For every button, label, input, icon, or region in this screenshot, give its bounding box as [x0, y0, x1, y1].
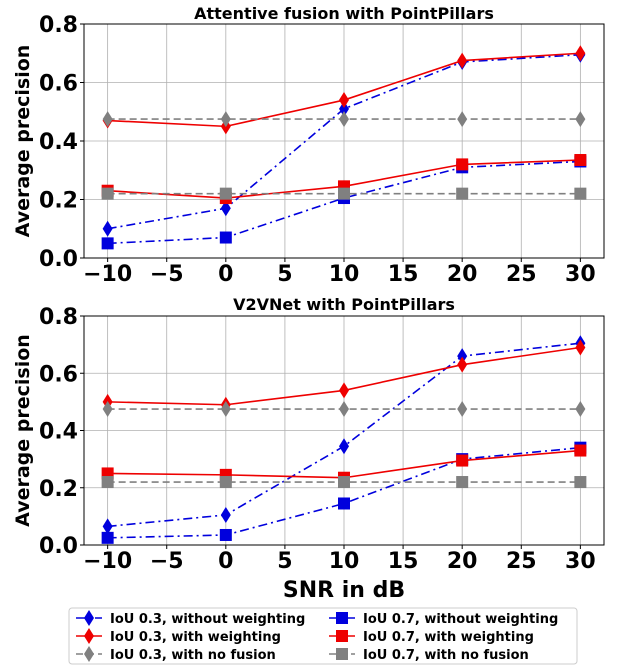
data-point — [102, 518, 113, 535]
data-point — [456, 158, 469, 171]
data-point — [220, 401, 231, 418]
data-point — [220, 506, 231, 523]
y-tick-label: 0.4 — [39, 130, 78, 155]
data-point — [575, 401, 586, 418]
legend-item: IoU 0.7, with weighting — [329, 630, 534, 645]
data-point — [338, 187, 350, 200]
data-point — [102, 401, 113, 418]
data-point — [102, 220, 113, 237]
data-point — [339, 100, 349, 117]
series-line — [107, 446, 581, 539]
x-tick-label: 5 — [277, 549, 292, 574]
legend-item: IoU 0.7, with no fusion — [329, 648, 529, 663]
data-point — [456, 187, 469, 200]
x-tick-label: 15 — [388, 549, 419, 574]
data-point — [338, 476, 350, 489]
y-tick-label: 0.8 — [39, 13, 78, 38]
x-tick-label: −5 — [150, 549, 184, 574]
data-point — [456, 454, 469, 467]
y-tick-label: 0.6 — [39, 362, 78, 387]
data-point — [339, 92, 349, 109]
data-point — [219, 231, 232, 244]
data-point — [102, 111, 113, 128]
legend-item: IoU 0.3, without weighting — [76, 610, 305, 627]
y-tick-label: 0.0 — [39, 247, 78, 272]
data-point — [575, 339, 586, 356]
legend-box — [68, 607, 578, 665]
legend-label: IoU 0.7, with weighting — [363, 630, 534, 645]
y-axis-label: Average precision — [12, 334, 34, 527]
x-axis-label: SNR in dB — [283, 578, 405, 603]
data-point — [574, 154, 587, 167]
data-point — [101, 476, 114, 489]
data-point — [457, 348, 468, 365]
data-point — [339, 111, 349, 128]
data-point — [101, 237, 114, 250]
legend-marker — [336, 612, 348, 624]
data-point — [457, 52, 468, 69]
x-tick-label: 5 — [277, 262, 292, 287]
x-tick-label: 10 — [329, 549, 360, 574]
chart-panel-1: 0.0 0.2 0.4 0.6 0.8 −10 −5 0 5 10 15 20 25 30 Attentiv… — [12, 4, 605, 287]
data-point — [219, 528, 232, 541]
legend-marker — [336, 648, 348, 660]
y-tick-label: 0.2 — [39, 189, 78, 214]
data-point — [575, 45, 586, 62]
data-point — [338, 497, 350, 510]
y-tick-label: 0.4 — [39, 420, 78, 445]
legend-label: IoU 0.3, with weighting — [110, 630, 281, 645]
data-point — [219, 187, 232, 200]
legend: IoU 0.3, without weighting IoU 0.7, witho… — [68, 607, 578, 665]
data-point — [574, 187, 587, 200]
data-point — [457, 111, 468, 128]
legend-item: IoU 0.3, with weighting — [76, 628, 281, 645]
x-tick-label: 0 — [218, 549, 233, 574]
data-point — [574, 444, 587, 457]
legend-label: IoU 0.3, with no fusion — [110, 648, 276, 663]
x-tick-label: 15 — [388, 262, 419, 287]
data-point — [339, 438, 349, 455]
y-tick-label: 0.2 — [39, 477, 78, 502]
x-tick-label: 25 — [506, 549, 537, 574]
x-tick-label: −10 — [83, 262, 132, 287]
legend-marker — [336, 630, 348, 642]
x-tick-label: 25 — [506, 262, 537, 287]
data-point — [574, 476, 587, 489]
data-point — [101, 531, 114, 544]
chart-title: Attentive fusion with PointPillars — [194, 4, 494, 23]
data-point — [339, 401, 349, 418]
y-tick-label: 0.0 — [39, 534, 78, 559]
x-tick-label: 20 — [447, 262, 478, 287]
x-tick-label: −5 — [150, 262, 184, 287]
y-tick-label: 0.6 — [39, 72, 78, 97]
legend-marker — [84, 610, 94, 626]
data-point — [456, 476, 469, 489]
x-tick-label: 30 — [565, 549, 596, 574]
legend-label: IoU 0.3, without weighting — [110, 612, 305, 627]
data-point — [457, 401, 468, 418]
legend-label: IoU 0.7, with no fusion — [363, 648, 529, 663]
y-tick-label: 0.8 — [39, 305, 78, 330]
data-point — [220, 200, 231, 217]
x-tick-label: 0 — [218, 262, 233, 287]
x-tick-label: 10 — [329, 262, 360, 287]
data-point — [339, 382, 349, 399]
legend-marker — [84, 628, 94, 644]
y-axis-label: Average precision — [12, 45, 34, 238]
data-point — [575, 111, 586, 128]
x-tick-label: −10 — [83, 549, 132, 574]
legend-item: IoU 0.3, with no fusion — [76, 646, 276, 663]
legend-item: IoU 0.7, without weighting — [329, 612, 558, 627]
x-tick-label: 30 — [565, 262, 596, 287]
chart-panel-2: 0.0 0.2 0.4 0.6 0.8 −10 −5 0 5 10 15 20 25 30 V2VNet w… — [12, 295, 605, 603]
data-point — [219, 476, 232, 489]
legend-marker — [84, 646, 94, 662]
x-tick-label: 20 — [447, 549, 478, 574]
data-point — [220, 111, 231, 128]
chart-title: V2VNet with PointPillars — [233, 295, 455, 314]
data-point — [457, 356, 468, 373]
data-point — [101, 187, 114, 200]
legend-label: IoU 0.7, without weighting — [363, 612, 558, 627]
